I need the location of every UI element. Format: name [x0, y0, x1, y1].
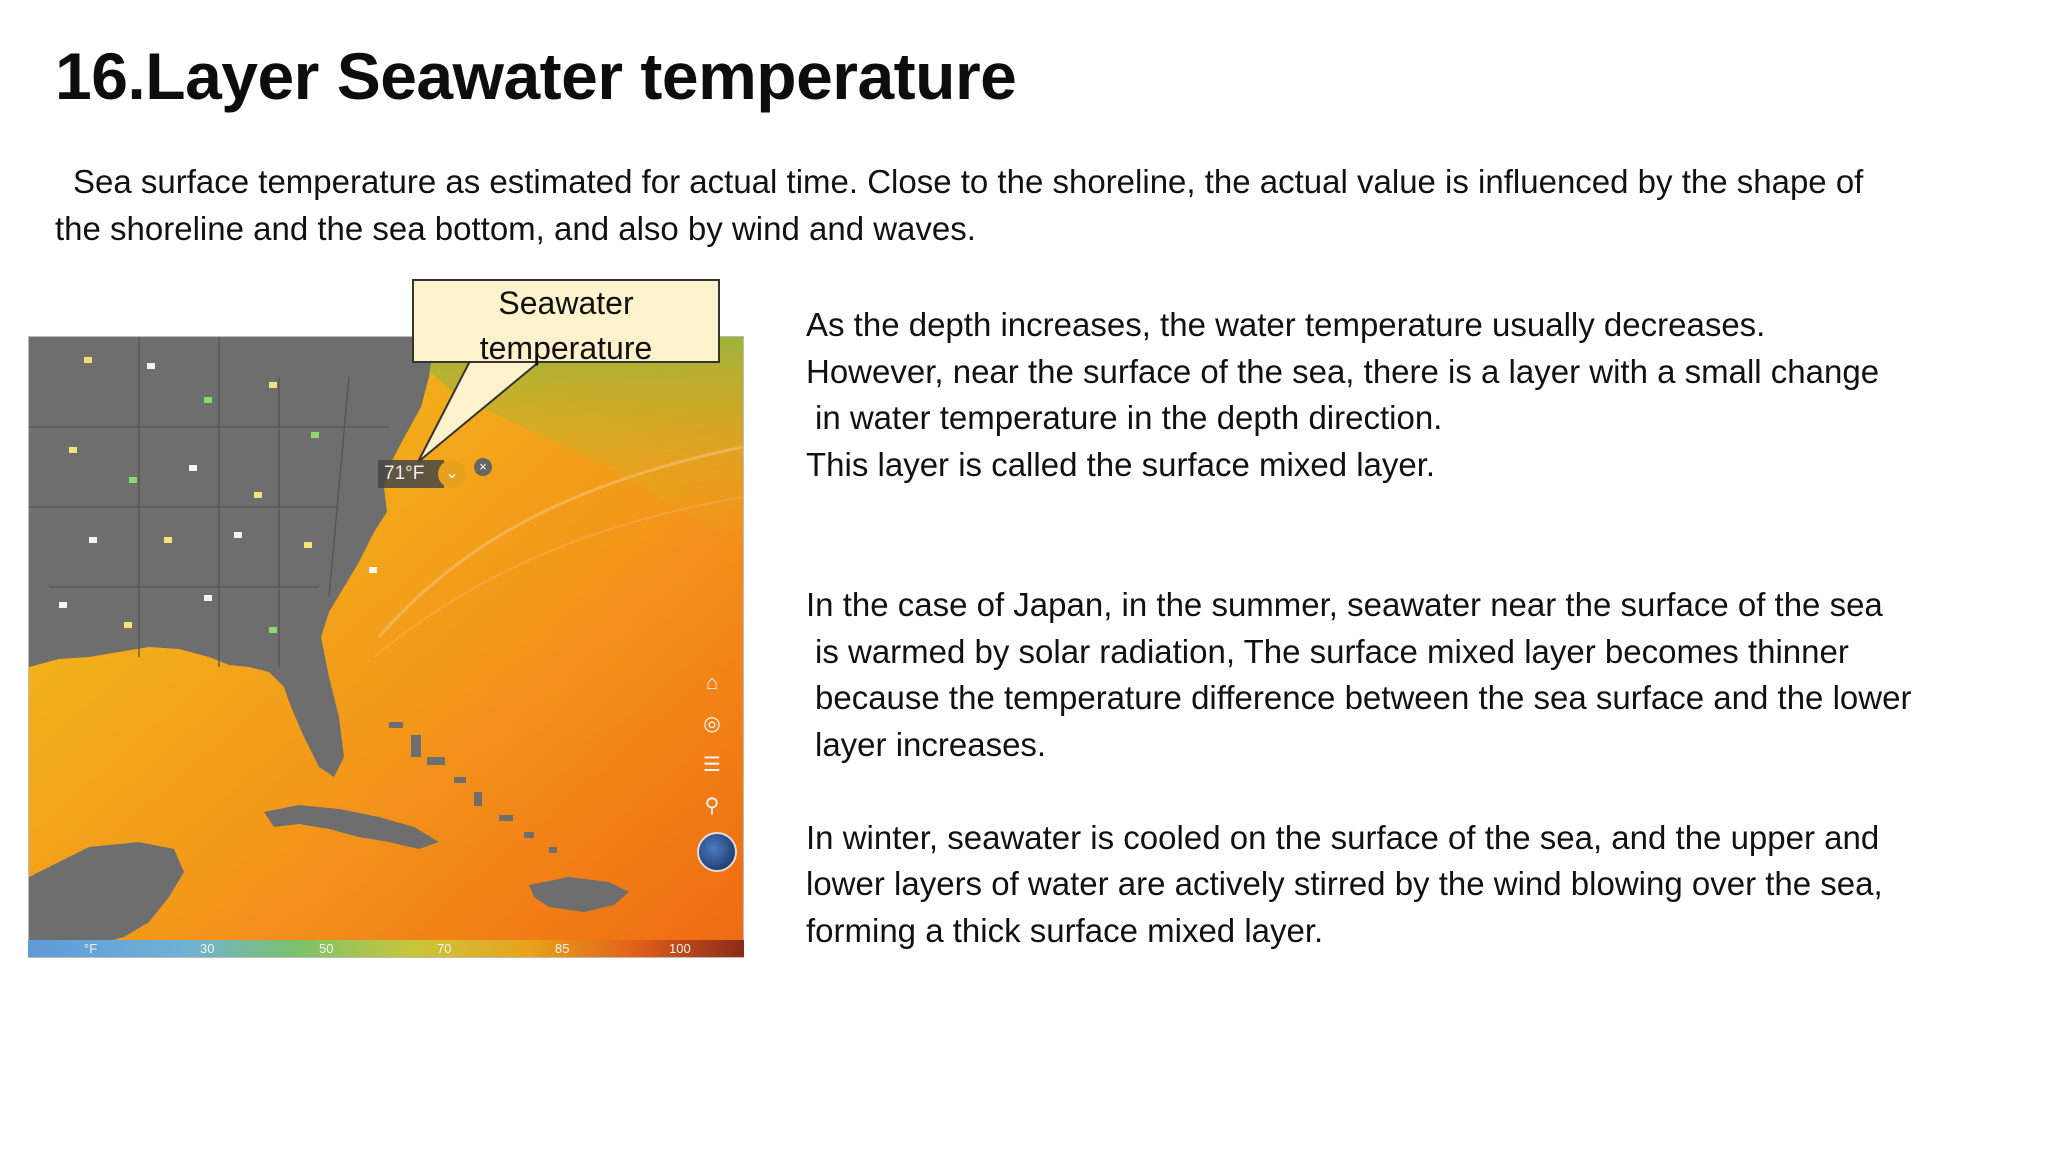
home-icon[interactable]: ⌂	[705, 672, 719, 694]
text-line: As the depth increases, the water temper…	[806, 306, 1766, 343]
text-line: because the temperature difference betwe…	[815, 679, 1912, 717]
text-line: In the case of Japan, in the summer, sea…	[806, 585, 1883, 623]
gulf-stream	[373, 496, 743, 658]
text-line: is warmed by solar radiation, The surfac…	[815, 632, 1849, 670]
bahamas	[389, 722, 557, 853]
scale-tick: 85	[555, 941, 570, 956]
scale-tick: 30	[200, 941, 215, 956]
text-line: lower layers of water are actively stirr…	[806, 865, 1883, 903]
text-line: layer increases.	[815, 725, 1047, 763]
paragraph-winter: In winter, seawater is cooled on the sur…	[806, 815, 2026, 955]
callout-line: temperature	[479, 330, 653, 366]
menu-icon[interactable]: ☰	[703, 754, 721, 776]
paragraph-mixed-layer: As the depth increases, the water temper…	[806, 302, 2026, 489]
close-icon[interactable]: ×	[474, 458, 492, 476]
city-markers	[59, 357, 377, 633]
cuba	[264, 805, 439, 849]
scale-tick: 50	[319, 941, 334, 956]
text-line: However, near the surface of the sea, th…	[806, 352, 1880, 390]
us-landmass	[29, 337, 434, 777]
seawater-temperature-callout: Seawater temperature	[412, 279, 720, 366]
hispaniola	[529, 877, 629, 912]
seawater-temperature-map[interactable]	[28, 336, 744, 958]
explanation-text: As the depth increases, the water temper…	[806, 302, 2026, 955]
chevron-down-icon[interactable]: ⌄	[438, 460, 466, 488]
text-line: forming a thick surface mixed layer.	[806, 912, 1324, 950]
avatar[interactable]	[697, 832, 737, 872]
scale-tick: 70	[437, 941, 452, 956]
slide-title: 16.Layer Seawater temperature	[55, 39, 1017, 113]
state-borders	[29, 337, 389, 667]
intro-line: Sea surface temperature as estimated for…	[73, 163, 1864, 200]
yucatan	[29, 842, 184, 957]
scale-unit: °F	[84, 941, 98, 956]
gulf-stream	[377, 445, 743, 638]
location-icon[interactable]: ◎	[703, 713, 721, 735]
map-toolbar: ⌂ ◎ ☰ ⚲	[697, 668, 737, 883]
text-line: In winter, seawater is cooled on the sur…	[806, 818, 1880, 856]
text-line: This layer is called the surface mixed l…	[806, 446, 1436, 484]
map-graphic	[29, 337, 743, 957]
scale-tick: 100	[669, 941, 691, 956]
paragraph-summer: In the case of Japan, in the summer, sea…	[806, 582, 2026, 769]
callout-line: Seawater	[498, 285, 634, 321]
intro-line: the shoreline and the sea bottom, and al…	[55, 210, 976, 247]
temperature-scale: °F 30 50 70 85 100	[28, 940, 744, 957]
temperature-readout[interactable]: 71°F	[378, 460, 444, 488]
intro-text: Sea surface temperature as estimated for…	[55, 158, 2015, 252]
search-icon[interactable]: ⚲	[704, 795, 720, 817]
text-line: in water temperature in the depth direct…	[815, 399, 1443, 437]
